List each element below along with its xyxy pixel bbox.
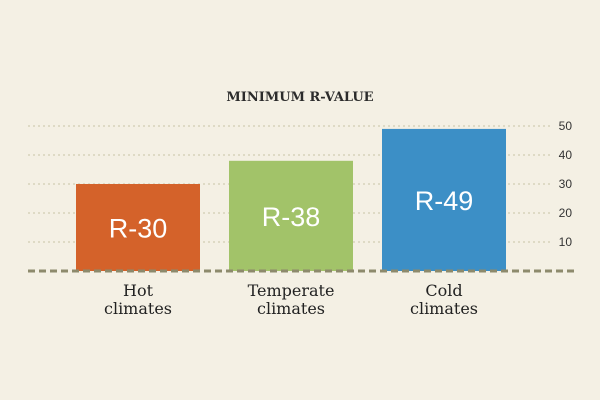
- y-tick-label: 40: [559, 148, 573, 162]
- bar: [229, 160, 353, 271]
- bars: R-30 R-38 R-49: [76, 128, 506, 271]
- category-label: Temperate climates: [248, 281, 335, 318]
- bar: [382, 128, 506, 271]
- bar-data-label: R-30: [109, 214, 168, 244]
- chart-title: MINIMUM R-VALUE: [226, 90, 373, 105]
- category-label-line: Hot: [123, 281, 154, 300]
- y-axis-ticks: 10 20 30 40 50: [559, 119, 573, 249]
- bar: [76, 184, 200, 271]
- bar-data-label: R-49: [415, 186, 474, 216]
- y-tick-label: 20: [559, 206, 573, 220]
- y-tick-label: 30: [559, 177, 573, 191]
- category-label-line: Temperate: [248, 281, 335, 300]
- bar-data-label: R-38: [262, 202, 321, 232]
- y-tick-label: 10: [559, 235, 573, 249]
- category-label-line: Cold: [425, 281, 462, 300]
- y-tick-label: 50: [559, 119, 573, 133]
- category-label-line: climates: [410, 299, 478, 318]
- category-label: Cold climates: [410, 281, 478, 318]
- category-label: Hot climates: [104, 281, 172, 318]
- category-label-line: climates: [104, 299, 172, 318]
- category-label-line: climates: [257, 299, 325, 318]
